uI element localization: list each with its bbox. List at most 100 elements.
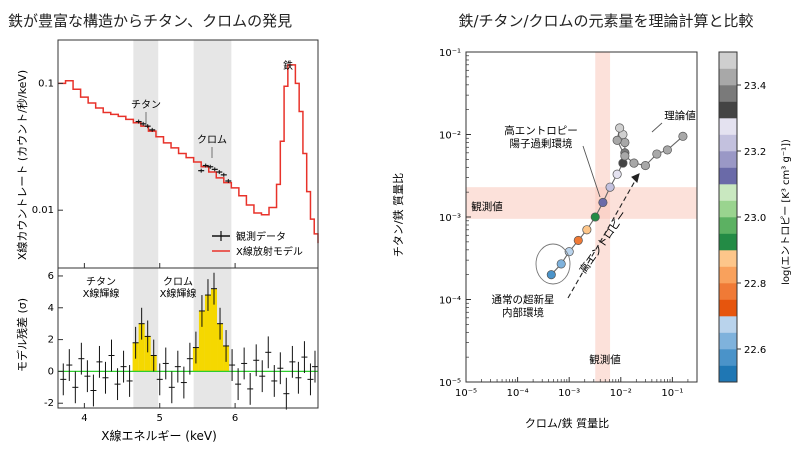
residual-point: [162, 347, 169, 380]
data-point: [216, 170, 223, 175]
residual-y-tick-label: 6: [48, 271, 54, 282]
residual-fill: [144, 336, 151, 372]
residual-point: [78, 342, 85, 375]
residual-fill: [210, 288, 218, 372]
colorbar-segment: [719, 217, 737, 234]
residual-point: [247, 373, 254, 405]
abundance-y-tick-label: 10⁻³: [439, 213, 461, 224]
residual-point: [168, 371, 175, 404]
residual-point: [186, 342, 193, 375]
observed-v-annotation: 観測値: [589, 353, 621, 366]
residual-point: [84, 360, 91, 393]
abundance-x-tick-label: 10⁻²: [610, 388, 632, 399]
colorbar-segment: [719, 365, 737, 383]
residual-point: [198, 295, 205, 327]
theory-point: [620, 137, 630, 148]
theory-annotation: 理論値: [664, 109, 696, 122]
abundance-x-tick-label: 10⁻⁴: [507, 388, 529, 399]
colorbar-tick-label: 23.2: [744, 147, 766, 158]
residual-point: [253, 344, 260, 377]
colorbar-segment: [719, 151, 737, 168]
legend-data-label: 観測データ: [236, 230, 286, 243]
legend-model-label: X線放射モデル: [236, 245, 303, 258]
residual-x-tick-label: 6: [232, 413, 238, 424]
residual-point: [96, 345, 103, 378]
theory-point: [612, 135, 622, 145]
residual-point: [204, 279, 211, 311]
theory-point: [582, 225, 592, 235]
residual-point: [132, 326, 139, 359]
residual-fill: [138, 323, 145, 372]
residual-point: [102, 361, 109, 394]
model-line: [58, 64, 319, 244]
residual-point: [283, 377, 290, 410]
residual-point: [72, 371, 79, 404]
colorbar-segment: [719, 200, 737, 218]
colorbar-segment: [719, 299, 737, 317]
residual-x-tick-label: 5: [157, 413, 163, 424]
residual-point: [211, 272, 217, 305]
left-x-axis-label: X線エネルギー (keV): [101, 428, 217, 443]
residual-fill: [204, 295, 211, 372]
data-point: [225, 178, 232, 183]
colorbar-segment: [719, 184, 737, 201]
residual-point: [229, 349, 236, 381]
right-x-axis-label: クロム/鉄 質量比: [525, 416, 609, 430]
abundance-y-tick-label: 10⁻⁴: [439, 296, 461, 307]
data-point: [202, 163, 209, 168]
cr-line-annotation: クロム X線輝線: [160, 276, 197, 300]
colorbar-tick-label: 22.8: [744, 279, 766, 290]
residual-y-axis-label: モデル残差 (σ): [15, 298, 29, 372]
colorbar-segment: [719, 68, 737, 86]
theory-point: [605, 182, 615, 192]
spectrum-band-0: [133, 40, 159, 268]
abundance-panel: 10⁻⁵ 10⁻⁴ 10⁻³ 10⁻² 10⁻¹ 10⁻⁵ 10⁻⁴ 10⁻³ 10⁻² 10⁻¹: [439, 48, 698, 399]
theory-point: [598, 197, 608, 208]
fe-annotation: 鉄: [283, 59, 293, 72]
observed-band-horizontal: [466, 187, 697, 219]
theory-point: [662, 145, 672, 155]
residual-point: [108, 339, 115, 372]
residual-y-tick-label: -2: [44, 398, 54, 409]
theory-point: [612, 169, 622, 179]
spectrum-y-axis-label: X線カウントレート (カウント/秒/keV): [15, 70, 29, 260]
theory-point: [556, 259, 566, 269]
residual-point: [289, 345, 296, 378]
colorbar-segment: [719, 250, 737, 267]
residual-point: [180, 366, 187, 399]
colorbar-tick-label: 22.6: [744, 345, 766, 356]
residual-point: [144, 320, 151, 353]
data-point: [220, 172, 227, 177]
residual-point: [138, 307, 145, 340]
colorbar-segment: [719, 118, 737, 135]
residual-point: [120, 350, 127, 383]
residual-x-tick-label: 4: [81, 413, 87, 424]
colorbar-segment: [719, 85, 737, 102]
residual-point: [66, 349, 73, 381]
colorbar-segment: [719, 349, 737, 366]
residual-point: [295, 361, 302, 394]
colorbar-segment: [719, 266, 737, 284]
data-point: [149, 127, 156, 132]
colorbar-segment: [719, 233, 737, 251]
spectrum-legend: 観測データ X線放射モデル: [212, 230, 303, 258]
residual-point: [150, 339, 157, 372]
observed-h-annotation: 観測値: [471, 200, 503, 213]
abundance-y-tick-label: 10⁻⁵: [439, 378, 461, 389]
theory-point: [620, 151, 630, 161]
data-point: [135, 119, 142, 124]
colorbar-tick-label: 23.0: [744, 213, 766, 224]
colorbar-tick-label: 23.4: [744, 81, 766, 92]
colorbar-segment: [719, 283, 737, 300]
residual-point: [60, 363, 67, 396]
spectrum-y-tick-label: 0.1: [38, 78, 54, 89]
data-point: [140, 121, 147, 126]
abundance-x-tick-label: 10⁻³: [558, 388, 580, 399]
residual-point: [217, 307, 224, 340]
theory-point: [546, 270, 556, 280]
residual-point: [301, 341, 308, 373]
residual-point: [307, 363, 314, 396]
normal-annotation: 通常の超新星内部環境: [492, 293, 555, 319]
residual-point: [174, 350, 181, 383]
